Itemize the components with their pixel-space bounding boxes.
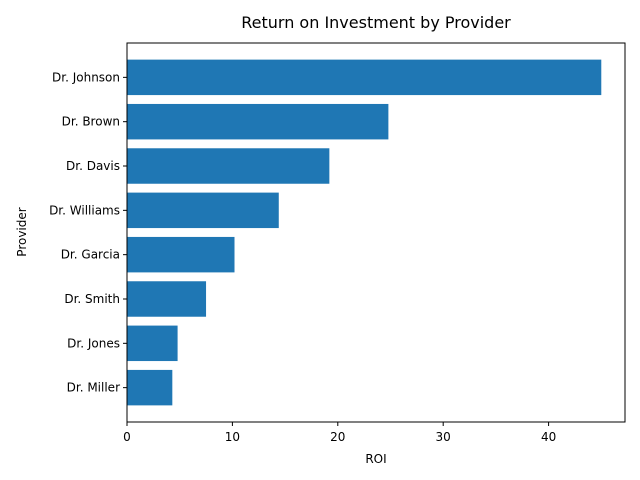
plot-area-frame [126,42,626,423]
y-tick-label: Dr. Brown [62,115,120,129]
y-tick-label: Dr. Johnson [52,70,120,84]
bar-dr-miller [127,369,173,406]
y-tick-label: Dr. Miller [67,381,120,395]
x-tick-label: 10 [225,430,240,444]
bar-dr-jones [127,325,178,362]
y-axis-label: Provider [15,207,29,256]
x-tick-label: 0 [123,430,131,444]
chart-title: Return on Investment by Provider [241,13,511,32]
x-axis-label: ROI [365,452,386,466]
bar-dr-johnson [127,59,602,96]
y-tick-label: Dr. Smith [64,292,120,306]
bar-dr-brown [127,103,389,140]
x-tick-label: 20 [330,430,345,444]
x-tick-label: 30 [436,430,451,444]
x-axis-ticks: 0 10 20 30 40 [123,422,556,444]
y-tick-label: Dr. Garcia [61,248,120,262]
x-tick-label: 40 [541,430,556,444]
bars-group [127,59,602,406]
y-tick-label: Dr. Davis [66,159,120,173]
bar-dr-davis [127,148,330,184]
bar-dr-williams [127,192,279,229]
y-axis-ticks: Dr. Miller Dr. Jones Dr. Smith Dr. Garcia Dr… [49,70,127,395]
y-tick-label: Dr. Williams [49,203,120,217]
bar-dr-smith [127,281,207,317]
bar-dr-garcia [127,236,235,273]
y-tick-label: Dr. Jones [67,336,120,350]
